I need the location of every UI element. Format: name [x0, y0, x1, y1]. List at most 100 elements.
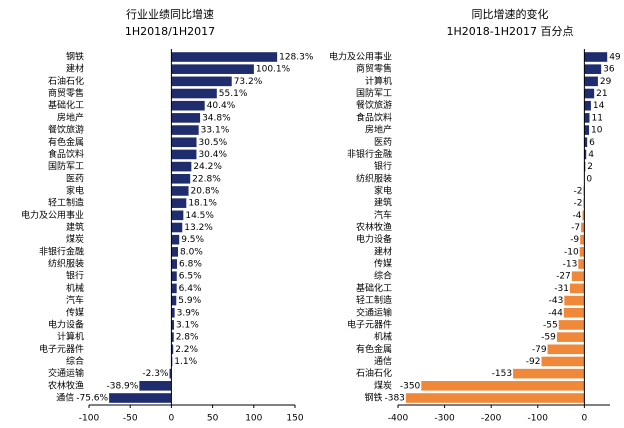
value-label: -7 — [571, 223, 580, 233]
category-label: 轻工制造 — [356, 294, 392, 306]
bar — [171, 210, 184, 221]
chart-subtitle: 1H2018/1H2017 — [125, 25, 215, 38]
bar — [584, 137, 588, 148]
value-label: -38.9% — [107, 381, 139, 391]
value-label: 6.5% — [179, 272, 202, 282]
bar — [139, 381, 172, 391]
value-label: -9 — [570, 235, 579, 245]
value-label: 4 — [588, 150, 594, 160]
value-label: 2 — [587, 162, 593, 172]
bar — [584, 76, 598, 87]
category-label: 餐饮旅游 — [48, 124, 84, 136]
category-label: 有色金属 — [356, 343, 392, 355]
bar — [581, 222, 585, 233]
category-label: 建材 — [374, 245, 392, 257]
bar — [171, 295, 177, 306]
category-label: 通信 — [56, 392, 74, 404]
value-label: 22.8% — [192, 174, 221, 184]
value-label: -2.3% — [142, 369, 169, 379]
category-label: 电子元器件 — [347, 318, 392, 330]
value-label: 55.1% — [219, 89, 248, 99]
bar — [563, 307, 585, 318]
bar — [171, 198, 187, 208]
value-label: 10 — [591, 126, 603, 136]
x-tick-label: -100 — [528, 414, 549, 424]
category-label: 商贸零售 — [48, 87, 84, 99]
bar — [513, 368, 585, 379]
category-label: 有色金属 — [48, 136, 84, 148]
value-label: 9.5% — [181, 235, 204, 245]
category-label: 家电 — [66, 184, 84, 196]
x-tick-label: -300 — [434, 414, 455, 424]
category-label: 交通运输 — [48, 367, 84, 379]
bar — [171, 332, 174, 342]
x-tick-label: -200 — [481, 414, 502, 424]
bar — [171, 100, 205, 111]
value-label: 24.2% — [193, 162, 222, 172]
value-label: 6.4% — [179, 284, 202, 294]
value-label: -10 — [564, 247, 579, 257]
bar — [580, 234, 585, 245]
value-label: 13.2% — [184, 223, 213, 233]
category-label: 计算机 — [57, 331, 84, 343]
chart-title: 行业业绩同比增速 — [126, 7, 214, 21]
bar — [171, 76, 232, 87]
value-label: 49 — [609, 53, 621, 63]
bar — [171, 125, 199, 135]
value-label: -350 — [400, 381, 421, 391]
category-label: 纺织服装 — [356, 172, 392, 184]
category-label: 电力及公用事业 — [21, 209, 84, 221]
value-label: 5.9% — [178, 296, 201, 306]
bar — [558, 320, 585, 330]
category-label: 钢铁 — [364, 392, 382, 404]
value-label: -55 — [543, 320, 558, 330]
category-label: 建筑 — [66, 221, 84, 233]
bar — [171, 234, 180, 245]
x-tick-label: 50 — [207, 414, 219, 424]
value-label: 14 — [593, 101, 605, 111]
category-label: 钢铁 — [66, 51, 84, 63]
category-label: 电力及公用事业 — [329, 51, 392, 63]
category-label: 综合 — [66, 355, 84, 367]
category-label: 纺织服装 — [48, 258, 84, 270]
category-label: 基础化工 — [356, 282, 392, 294]
bar — [171, 186, 189, 196]
value-label: 6.8% — [179, 260, 202, 270]
bar — [171, 113, 201, 123]
category-label: 国防军工 — [48, 160, 84, 172]
bar — [169, 368, 172, 379]
bar — [171, 259, 178, 269]
category-label: 非银行金融 — [39, 245, 84, 257]
bar — [405, 393, 585, 403]
category-label: 国防军工 — [356, 87, 392, 99]
category-label: 房地产 — [365, 124, 392, 136]
value-label: -44 — [548, 308, 563, 318]
category-label: 食品饮料 — [356, 111, 392, 123]
category-label: 商贸零售 — [356, 63, 392, 75]
bar — [579, 247, 585, 257]
category-label: 传媒 — [374, 258, 392, 270]
value-label: -92 — [526, 357, 541, 367]
bar — [582, 210, 585, 221]
value-label: 40.4% — [207, 101, 236, 111]
bar — [171, 137, 197, 148]
value-label: -2 — [573, 186, 582, 196]
category-label: 传媒 — [66, 306, 84, 318]
bar — [571, 271, 585, 282]
category-label: 基础化工 — [48, 99, 84, 111]
bar — [171, 271, 177, 282]
x-tick-label: 0 — [169, 414, 175, 424]
value-label: 6 — [589, 138, 595, 148]
category-label: 交通运输 — [356, 306, 392, 318]
x-tick-label: 0 — [582, 414, 588, 424]
value-label: -153 — [492, 369, 512, 379]
category-label: 综合 — [374, 270, 392, 282]
value-label: -27 — [556, 272, 571, 282]
category-label: 电力设备 — [356, 233, 392, 245]
bar — [584, 113, 590, 123]
bar — [421, 381, 585, 391]
value-label: 20.8% — [191, 186, 220, 196]
value-label: -13 — [563, 260, 578, 270]
category-label: 银行 — [66, 270, 84, 282]
